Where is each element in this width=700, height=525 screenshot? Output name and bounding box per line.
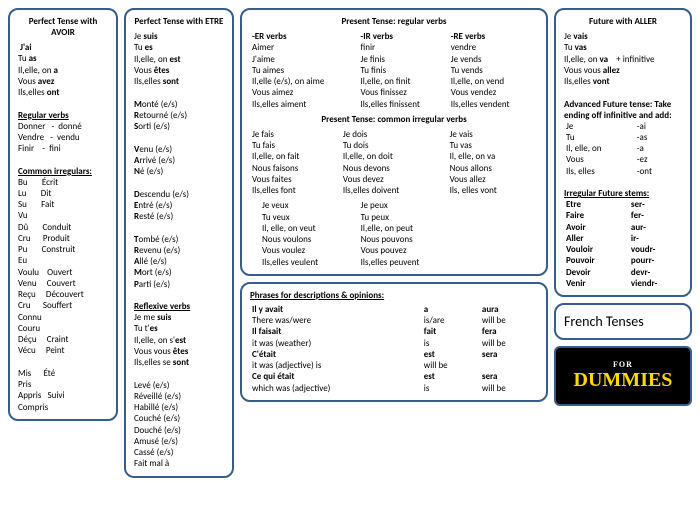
- heading-present-irregular: Present Tense: common irregular verbs: [250, 114, 538, 125]
- title-phrases: Phrases for descriptions & opinions:: [250, 290, 538, 301]
- brand-name: DUMMIES: [560, 369, 686, 392]
- table-present-irregular2: Je veuxJe peuxTu veuxTu peuxIl, elle, on…: [260, 200, 462, 268]
- title-present: Present Tense: regular verbs: [250, 16, 538, 27]
- table-future-stems: Etreser-Fairefer-Avoiraur-Allerir-Vouloi…: [564, 199, 682, 289]
- heading-regular: Regular verbs: [18, 110, 108, 121]
- box-brand-title: French Tenses: [554, 303, 692, 340]
- title-etre: Perfect Tense with ETRE: [134, 16, 224, 27]
- box-future: Future with ALLER Je vaisTu vasIl,elle, …: [554, 8, 692, 297]
- box-avoir: Perfect Tense with AVOIR J'aiTu asIl,ell…: [8, 8, 118, 421]
- title-future: Future with ALLER: [564, 16, 682, 27]
- middle-column: Present Tense: regular verbs -ER verbs-I…: [240, 8, 548, 402]
- heading-future-stems: Irregular Future stems:: [564, 188, 682, 199]
- dummies-logo: FOR DUMMIES: [554, 346, 692, 406]
- table-future-endings: Je-aiTu-asIl, elle, on-aVous-ezIls, elle…: [564, 121, 682, 177]
- box-phrases: Phrases for descriptions & opinions: Il …: [240, 282, 548, 402]
- table-present-regular: -ER verbs-IR verbs-RE verbsAimerfinirven…: [250, 31, 538, 110]
- title-avoir: Perfect Tense with AVOIR: [18, 16, 108, 38]
- table-present-irregular: Je faisJe doisJe vaisTu faisTu doisTu va…: [250, 129, 538, 197]
- table-phrases: Il y avaitaauraThere was/wereis/arewill …: [250, 304, 538, 394]
- heading-irregulars: Common irregulars:: [18, 166, 108, 177]
- heading-advanced-future: Advanced Future tense: Take ending off i…: [564, 99, 682, 121]
- page: Perfect Tense with AVOIR J'aiTu asIl,ell…: [8, 8, 692, 478]
- right-column: Future with ALLER Je vaisTu vasIl,elle, …: [554, 8, 692, 406]
- box-etre: Perfect Tense with ETRE Je suisTu esIl,e…: [124, 8, 234, 478]
- brand-for: FOR: [560, 360, 686, 369]
- box-present: Present Tense: regular verbs -ER verbs-I…: [240, 8, 548, 276]
- heading-reflexive: Reflexive verbs: [134, 301, 224, 312]
- brand-title: French Tenses: [564, 313, 644, 330]
